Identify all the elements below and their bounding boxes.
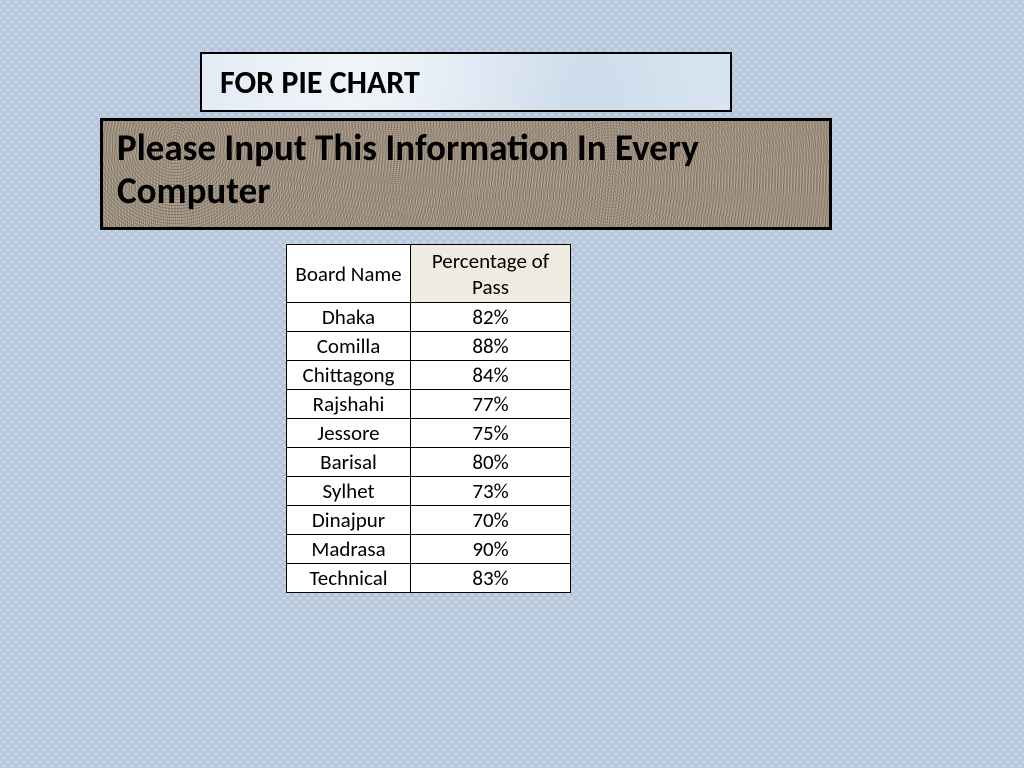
cell-board-name: Jessore xyxy=(287,419,411,448)
cell-percentage: 88% xyxy=(411,332,571,361)
table-row: Technical83% xyxy=(287,564,571,593)
cell-percentage: 80% xyxy=(411,448,571,477)
col-header-percentage: Percentage of Pass xyxy=(411,245,571,303)
cell-board-name: Rajshahi xyxy=(287,390,411,419)
cell-percentage: 73% xyxy=(411,477,571,506)
table-row: Dhaka82% xyxy=(287,303,571,332)
table-row: Madrasa90% xyxy=(287,535,571,564)
table-row: Barisal80% xyxy=(287,448,571,477)
cell-board-name: Chittagong xyxy=(287,361,411,390)
cell-board-name: Barisal xyxy=(287,448,411,477)
col-header-board-name: Board Name xyxy=(287,245,411,303)
cell-percentage: 83% xyxy=(411,564,571,593)
cell-percentage: 77% xyxy=(411,390,571,419)
cell-percentage: 90% xyxy=(411,535,571,564)
title-box: FOR PIE CHART xyxy=(200,52,732,112)
table-row: Dinajpur70% xyxy=(287,506,571,535)
table-header-row: Board Name Percentage of Pass xyxy=(287,245,571,303)
cell-board-name: Technical xyxy=(287,564,411,593)
table-row: Jessore75% xyxy=(287,419,571,448)
cell-percentage: 84% xyxy=(411,361,571,390)
cell-board-name: Madrasa xyxy=(287,535,411,564)
title-text: FOR PIE CHART xyxy=(220,63,420,102)
cell-percentage: 70% xyxy=(411,506,571,535)
cell-board-name: Dinajpur xyxy=(287,506,411,535)
subtitle-text: Please Input This Information In Every C… xyxy=(117,125,699,213)
cell-percentage: 82% xyxy=(411,303,571,332)
cell-board-name: Comilla xyxy=(287,332,411,361)
slide: FOR PIE CHART Please Input This Informat… xyxy=(0,0,1024,768)
table-row: Rajshahi77% xyxy=(287,390,571,419)
table-row: Sylhet73% xyxy=(287,477,571,506)
cell-board-name: Dhaka xyxy=(287,303,411,332)
cell-percentage: 75% xyxy=(411,419,571,448)
subtitle-box: Please Input This Information In Every C… xyxy=(100,118,832,230)
table-row: Comilla88% xyxy=(287,332,571,361)
data-table: Board Name Percentage of Pass Dhaka82%Co… xyxy=(286,244,571,593)
table-row: Chittagong84% xyxy=(287,361,571,390)
cell-board-name: Sylhet xyxy=(287,477,411,506)
